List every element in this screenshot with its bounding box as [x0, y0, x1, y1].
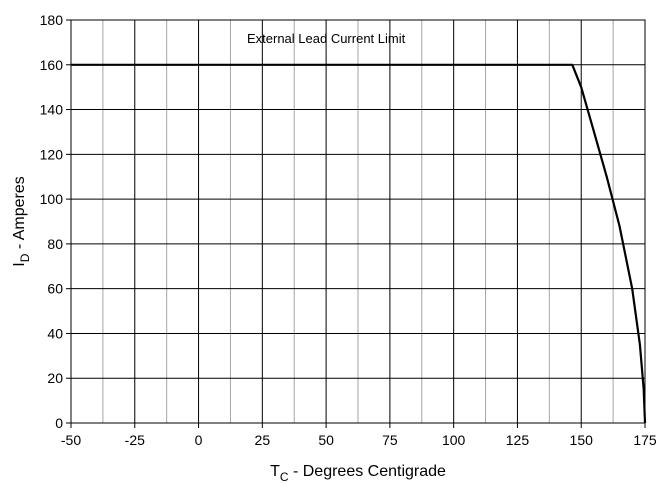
y-tick-label: 120 — [40, 146, 64, 162]
x-axis-label: TC - Degrees Centigrade — [270, 463, 446, 484]
y-tick-label: 140 — [40, 102, 64, 118]
y-axis-label-main: I — [11, 262, 28, 266]
x-tick-label: 75 — [382, 432, 398, 448]
plot-frame — [70, 19, 646, 424]
series-line — [71, 63, 647, 424]
x-tick-label: 125 — [506, 432, 530, 448]
x-tick-label: 50 — [318, 432, 334, 448]
y-tick-label: 100 — [40, 191, 64, 207]
minor-grid — [102, 20, 614, 423]
y-axis-label-rest: - Amperes — [11, 176, 28, 253]
y-tick-labels: 0 20 40 60 80 100 120 140 160 180 — [40, 12, 71, 431]
x-axis-label-main: T — [270, 463, 280, 480]
x-tick-labels: -50 -25 0 25 50 75 100 125 150 175 — [61, 423, 657, 448]
y-axis-label: ID - Amperes — [11, 176, 32, 266]
x-tick-label: 25 — [255, 432, 271, 448]
y-tick-label: 40 — [47, 325, 63, 341]
x-axis-label-sub: C — [280, 470, 289, 484]
x-axis-label-rest: - Degrees Centigrade — [289, 463, 447, 480]
y-tick-label: 60 — [47, 281, 63, 297]
x-tick-label: 0 — [195, 432, 203, 448]
y-tick-label: 0 — [55, 415, 63, 431]
y-tick-label: 20 — [47, 370, 63, 386]
x-tick-label: -50 — [61, 432, 81, 448]
y-tick-label: 160 — [40, 57, 64, 73]
annotation-label: External Lead Current Limit — [247, 31, 406, 46]
y-axis-label-sub: D — [18, 253, 32, 262]
x-tick-label: -25 — [125, 432, 145, 448]
y-tick-label: 180 — [40, 12, 64, 28]
series-group — [71, 63, 647, 424]
x-tick-label: 150 — [570, 432, 594, 448]
x-tick-label: 100 — [442, 432, 466, 448]
x-tick-label: 175 — [633, 432, 657, 448]
y-tick-label: 80 — [47, 236, 63, 252]
